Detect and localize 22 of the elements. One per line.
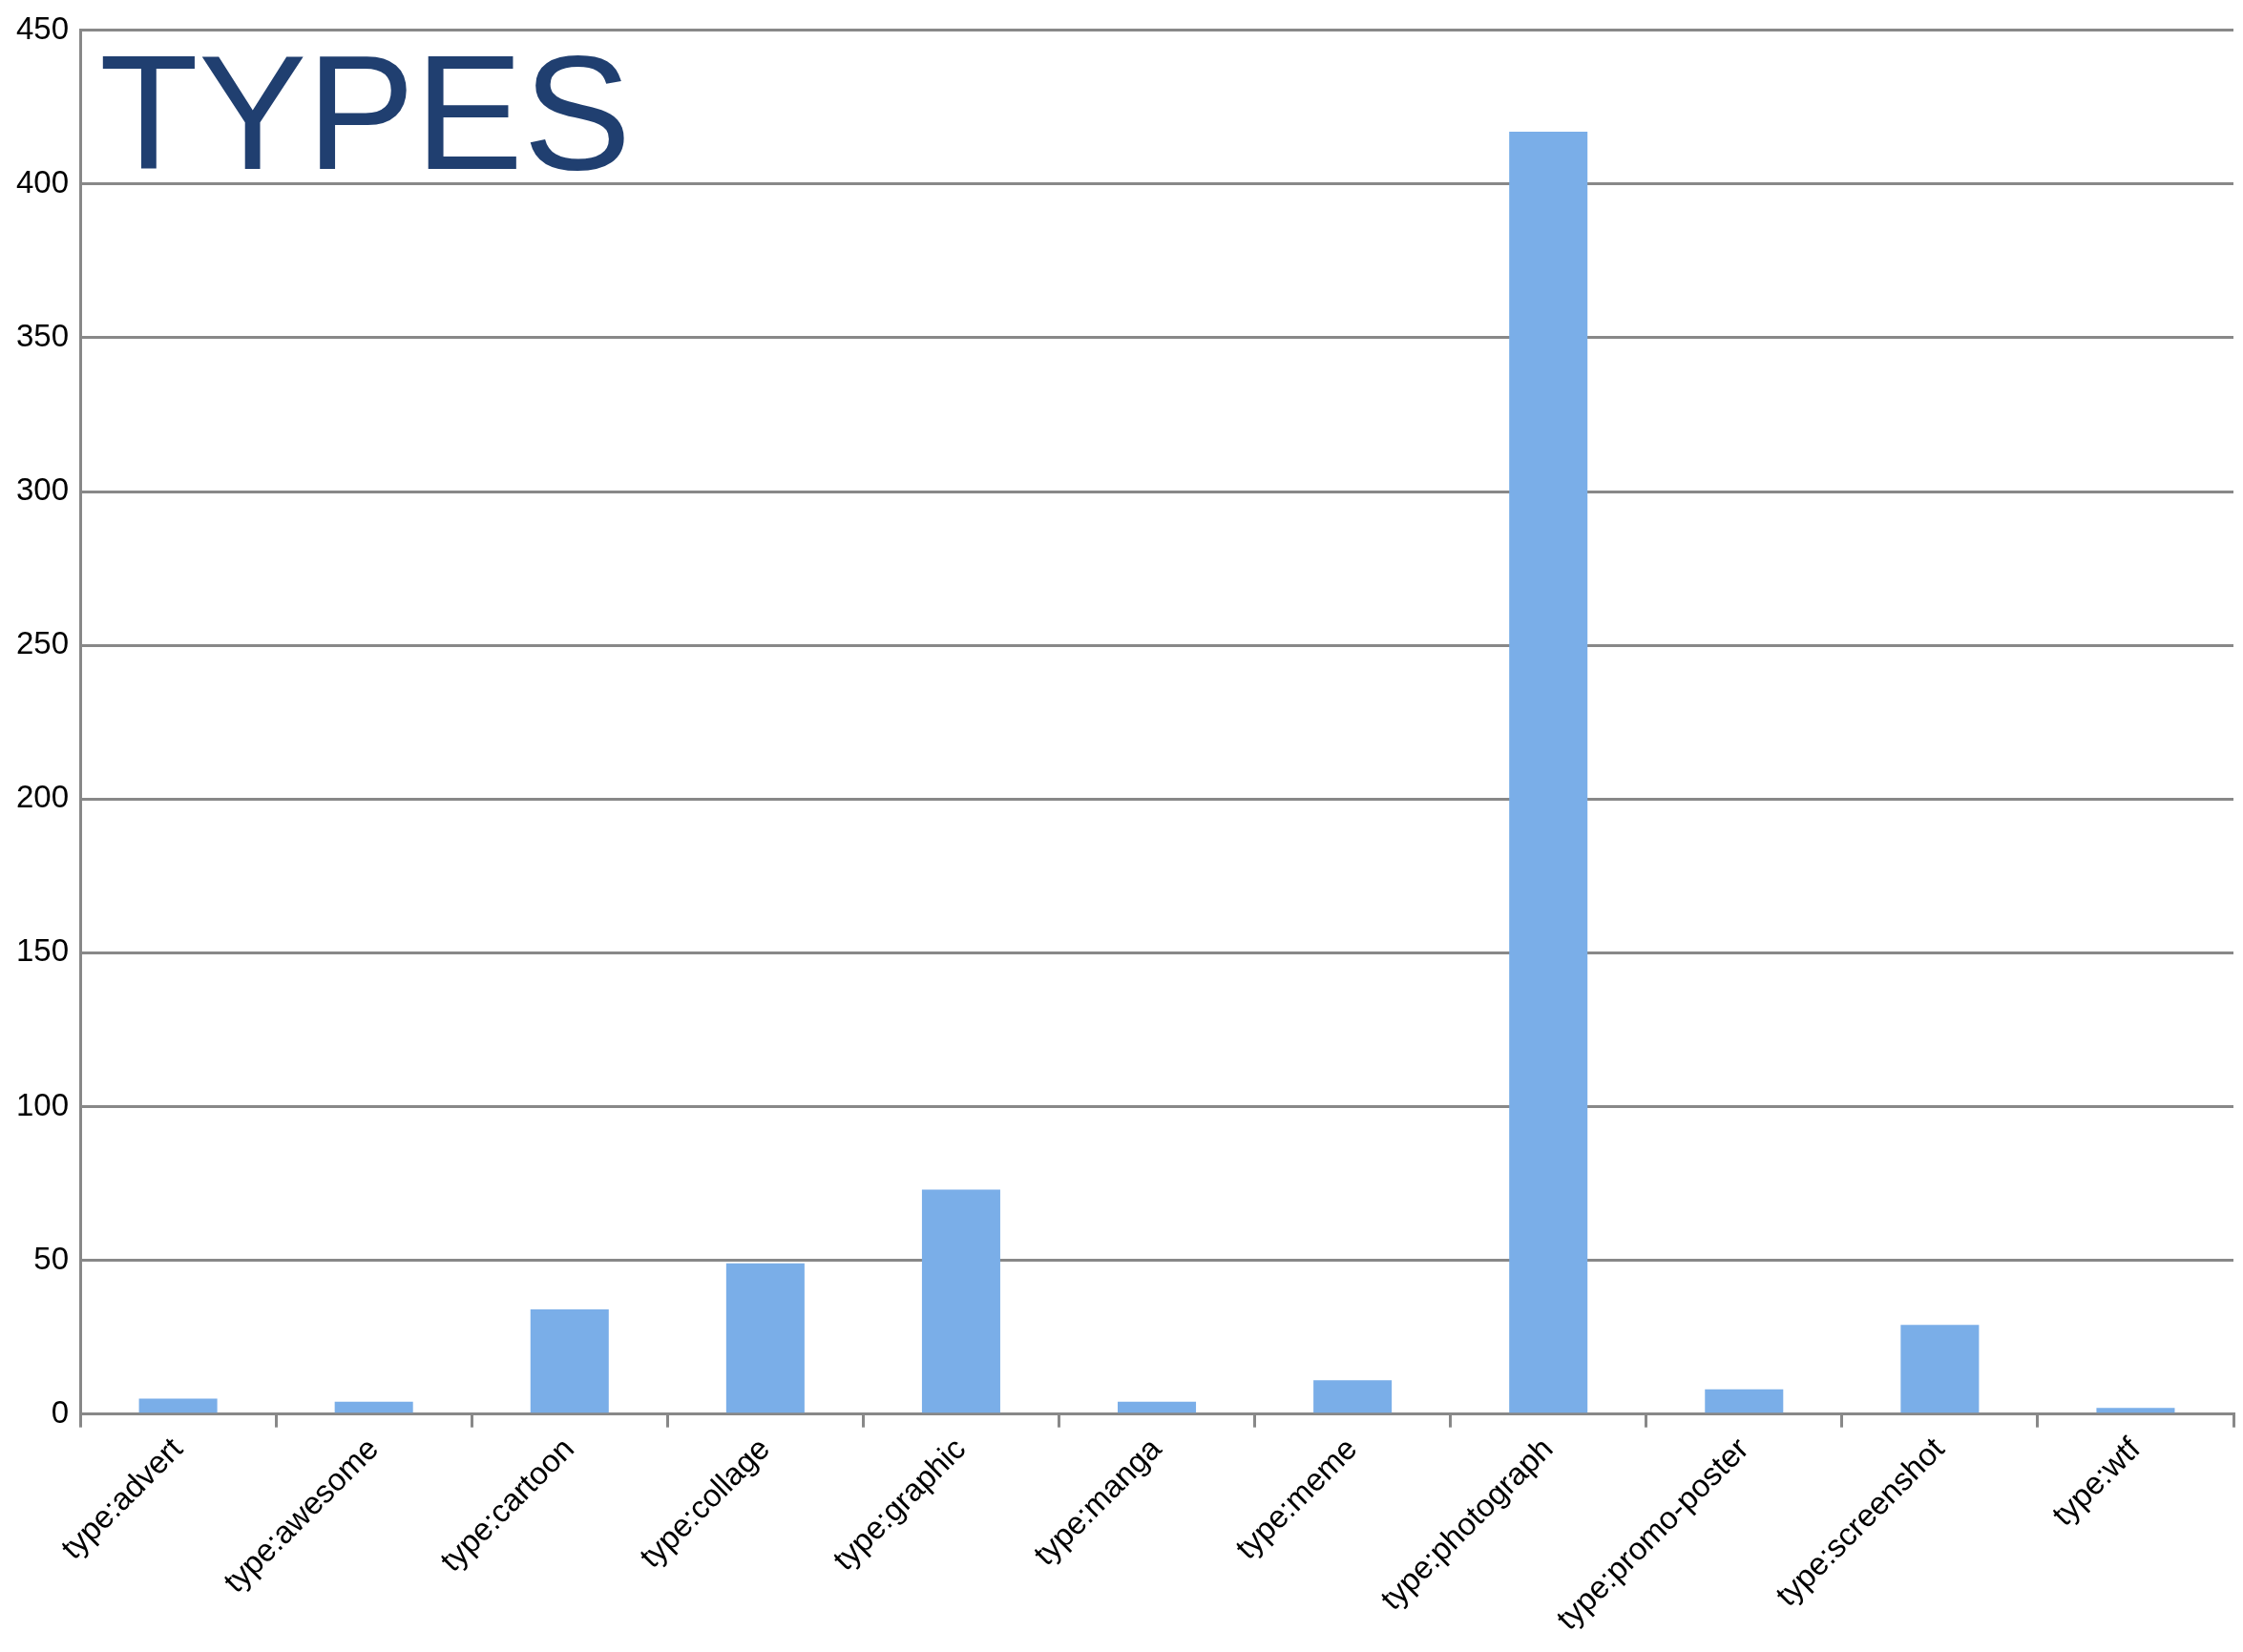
y-tick-label: 250 (16, 625, 70, 661)
bar (1118, 1401, 1197, 1413)
bar (2096, 1408, 2175, 1413)
bar (334, 1401, 413, 1413)
bar (138, 1398, 218, 1413)
bar (1313, 1380, 1393, 1413)
y-tick-label: 50 (33, 1240, 70, 1276)
bar (1705, 1389, 1784, 1413)
bar (1900, 1325, 1980, 1413)
y-tick-label: 200 (16, 779, 70, 815)
y-tick-label: 0 (51, 1393, 70, 1430)
chart-title: TYPES (99, 21, 632, 203)
bar (921, 1189, 1000, 1413)
bar (530, 1309, 609, 1413)
y-tick-label: 100 (16, 1086, 70, 1122)
y-tick-label: 450 (16, 10, 70, 46)
bar (725, 1263, 805, 1413)
y-tick-label: 300 (16, 471, 70, 508)
y-tick-label: 400 (16, 163, 70, 199)
y-tick-label: 150 (16, 932, 70, 969)
bar (1509, 132, 1588, 1413)
y-tick-label: 350 (16, 318, 70, 354)
